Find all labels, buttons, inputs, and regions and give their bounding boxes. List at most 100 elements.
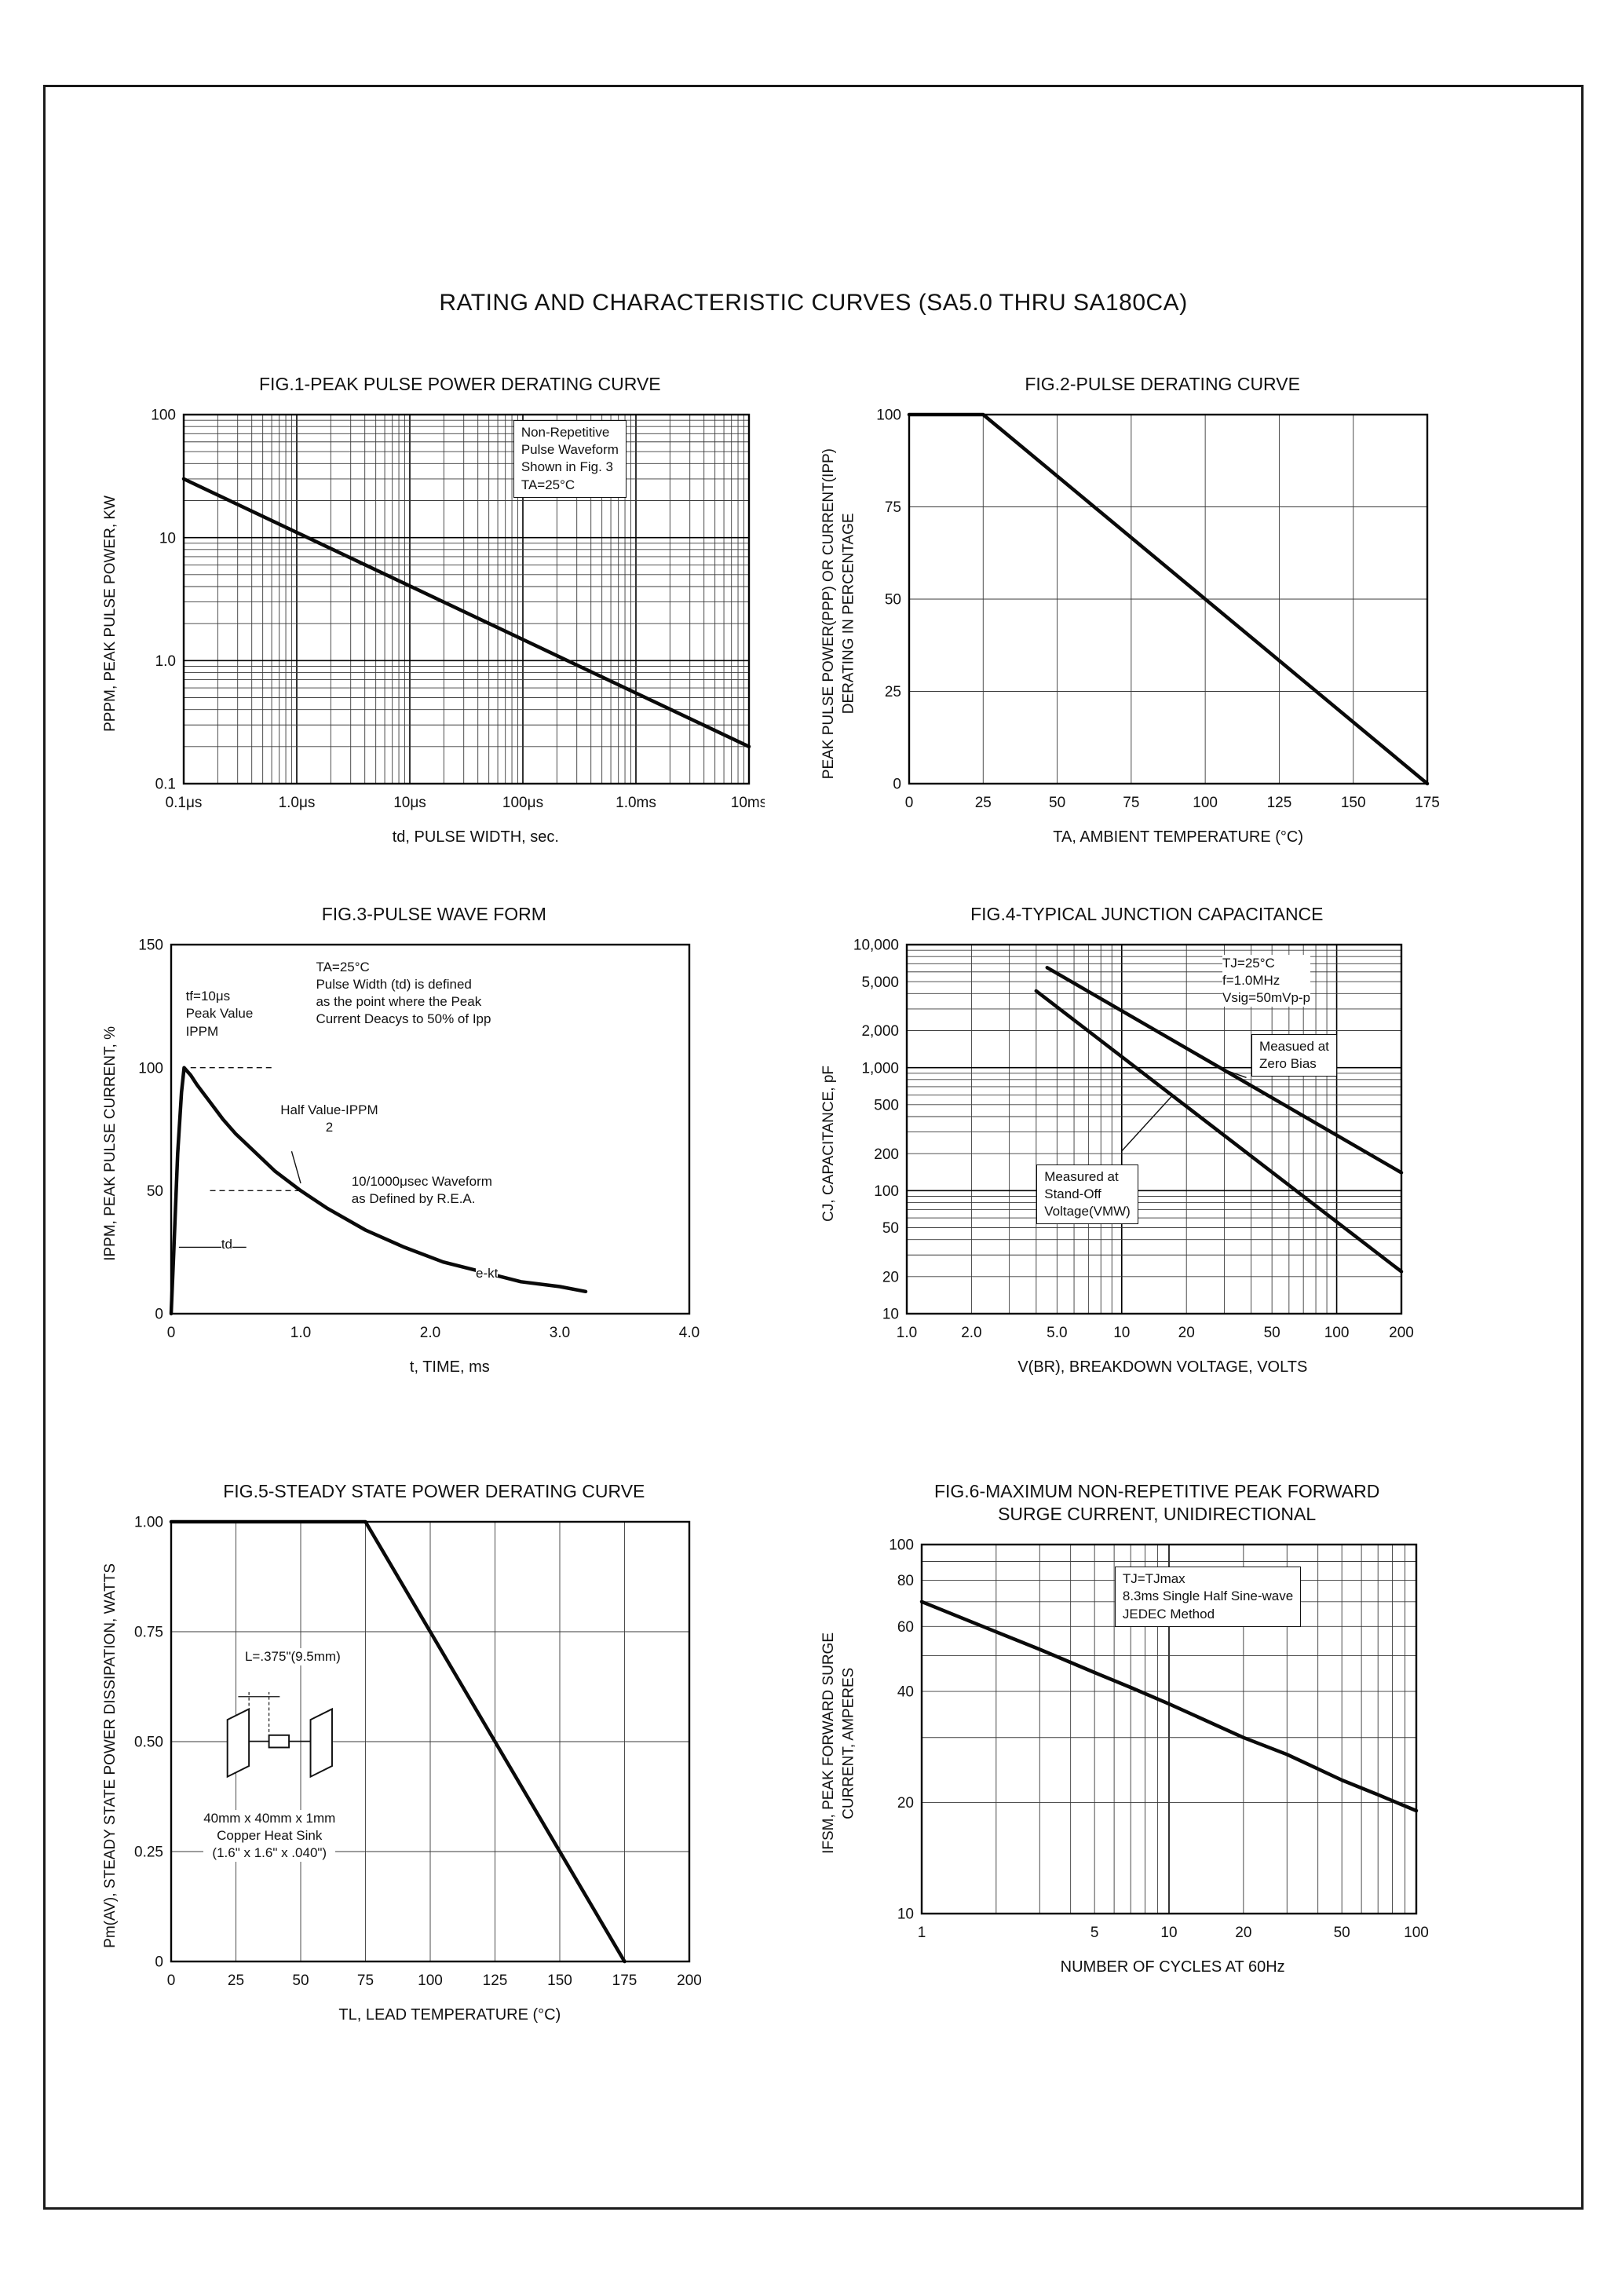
svg-text:0.1: 0.1 bbox=[155, 776, 175, 792]
svg-text:100: 100 bbox=[874, 1183, 899, 1200]
chart-canvas: 1.0 2.0 5.0 10 20 50 100 200 10 20 50 100 200 500 1,00… bbox=[853, 937, 1414, 1341]
svg-text:1.0: 1.0 bbox=[290, 1325, 310, 1341]
svg-text:100: 100 bbox=[151, 407, 176, 423]
svg-text:20: 20 bbox=[882, 1269, 899, 1285]
svg-text:200: 200 bbox=[874, 1146, 899, 1163]
svg-text:175: 175 bbox=[612, 1972, 637, 1989]
svg-text:5: 5 bbox=[1090, 1925, 1099, 1941]
svg-text:1.0ms: 1.0ms bbox=[616, 795, 656, 811]
chart-annotation: td bbox=[221, 1236, 232, 1254]
heat-sink-drawing bbox=[226, 1691, 334, 1779]
svg-text:4.0: 4.0 bbox=[678, 1325, 699, 1341]
svg-text:175: 175 bbox=[1415, 795, 1440, 811]
chart-annotation: tf=10μs Peak Value IPPM bbox=[185, 988, 254, 1040]
svg-text:80: 80 bbox=[897, 1573, 914, 1589]
svg-text:0.50: 0.50 bbox=[134, 1734, 163, 1750]
chart-canvas: 0 25 50 75 100 125 150 175 0 25 50 75 100 bbox=[877, 407, 1441, 811]
figure-3-y-axis-label: IPPM, PEAK PULSE CURRENT, % bbox=[102, 1026, 119, 1261]
figure-2-title: FIG.2-PULSE DERATING CURVE bbox=[1025, 374, 1300, 395]
figure-6-chart: 1 5 10 20 50 100 10 20 40 60 80 100 TJ=TJmax 8.3ms S… bbox=[859, 1534, 1440, 1954]
svg-text:0: 0 bbox=[155, 1954, 163, 1970]
svg-text:100: 100 bbox=[1193, 795, 1218, 811]
svg-text:1: 1 bbox=[918, 1925, 926, 1941]
chart-annotation: Non-Repetitive Pulse Waveform Shown in F… bbox=[513, 420, 627, 498]
svg-text:50: 50 bbox=[1049, 795, 1065, 811]
svg-text:125: 125 bbox=[482, 1972, 507, 1989]
chart-annotation: 10/1000μsec Waveform as Defined by R.E.A… bbox=[351, 1172, 492, 1208]
svg-text:10μs: 10μs bbox=[393, 795, 426, 811]
figure-4-x-axis-label: V(BR), BREAKDOWN VOLTAGE, VOLTS bbox=[1017, 1358, 1308, 1376]
svg-text:1.0: 1.0 bbox=[896, 1325, 916, 1341]
chart-annotation: Measured at Stand-Off Voltage(VMW) bbox=[1036, 1164, 1138, 1225]
svg-text:100: 100 bbox=[877, 407, 902, 423]
svg-text:50: 50 bbox=[1263, 1325, 1280, 1341]
svg-text:10: 10 bbox=[159, 530, 176, 547]
svg-text:75: 75 bbox=[885, 499, 901, 516]
chart-annotation: TA=25°C Pulse Width (td) is defined as t… bbox=[316, 958, 491, 1029]
svg-text:0.75: 0.75 bbox=[134, 1624, 163, 1640]
svg-text:20: 20 bbox=[1236, 1925, 1252, 1941]
svg-text:25: 25 bbox=[975, 795, 992, 811]
svg-text:2,000: 2,000 bbox=[861, 1023, 899, 1040]
svg-text:1.00: 1.00 bbox=[134, 1514, 163, 1530]
figure-5-y-axis-label: Pm(AV), STEADY STATE POWER DISSIPATION, … bbox=[102, 1563, 119, 1949]
figure-1-y-axis-label: PPPM, PEAK PULSE POWER, KW bbox=[102, 495, 119, 732]
figure-5-chart: 0 25 50 75 100 125 150 175 200 0 0.25 0.50 0.75 1.00 bbox=[121, 1511, 713, 2002]
chart-canvas: 1 5 10 20 50 100 10 20 40 60 80 100 bbox=[890, 1537, 1430, 1941]
svg-text:50: 50 bbox=[1334, 1925, 1350, 1941]
svg-text:10: 10 bbox=[882, 1306, 899, 1322]
svg-text:2.0: 2.0 bbox=[419, 1325, 440, 1341]
chart-canvas: 0 1.0 2.0 3.0 4.0 0 50 100 150 bbox=[138, 937, 700, 1341]
figure-3-chart: 0 1.0 2.0 3.0 4.0 0 50 100 150 tf=10μs Peak Value… bbox=[121, 934, 713, 1354]
svg-text:20: 20 bbox=[897, 1795, 914, 1812]
figure-1-x-axis-label: td, PULSE WIDTH, sec. bbox=[392, 828, 559, 846]
svg-text:50: 50 bbox=[882, 1220, 899, 1237]
svg-text:0.25: 0.25 bbox=[134, 1844, 163, 1860]
svg-text:150: 150 bbox=[547, 1972, 572, 1989]
svg-text:150: 150 bbox=[138, 937, 163, 953]
figure-1: FIG.1-PEAK PULSE POWER DERATING CURVE PP… bbox=[100, 358, 767, 846]
svg-text:0: 0 bbox=[155, 1306, 163, 1322]
svg-text:5.0: 5.0 bbox=[1047, 1325, 1067, 1341]
chart-annotation: TJ=25°C f=1.0MHz Vsig=50mVp-p bbox=[1222, 954, 1311, 1007]
svg-text:50: 50 bbox=[147, 1183, 163, 1200]
svg-text:20: 20 bbox=[1178, 1325, 1194, 1341]
svg-text:100: 100 bbox=[890, 1537, 915, 1553]
chart-annotation: TJ=TJmax 8.3ms Single Half Sine-wave JED… bbox=[1114, 1567, 1302, 1627]
svg-text:200: 200 bbox=[1389, 1325, 1414, 1341]
figure-6: FIG.6-MAXIMUM NON-REPETITIVE PEAK FORWAR… bbox=[819, 1465, 1440, 1976]
svg-text:10ms: 10ms bbox=[730, 795, 764, 811]
svg-text:100: 100 bbox=[138, 1060, 163, 1077]
figure-6-x-axis-label: NUMBER OF CYCLES AT 60Hz bbox=[1060, 1958, 1285, 1976]
heat-sink-diagram bbox=[215, 1687, 369, 1799]
svg-text:10: 10 bbox=[897, 1906, 914, 1922]
figure-4-y-axis-label: CJ, CAPACITANCE, pF bbox=[820, 1065, 837, 1222]
svg-text:75: 75 bbox=[1123, 795, 1140, 811]
figure-2-y-axis-label: PEAK PULSE POWER(PPP) OR CURRENT(IPP) DE… bbox=[820, 448, 857, 779]
svg-text:60: 60 bbox=[897, 1618, 914, 1635]
figure-3-title: FIG.3-PULSE WAVE FORM bbox=[321, 904, 546, 925]
svg-text:3.0: 3.0 bbox=[549, 1325, 569, 1341]
figure-2-x-axis-label: TA, AMBIENT TEMPERATURE (°C) bbox=[1053, 828, 1304, 846]
figure-3: FIG.3-PULSE WAVE FORM IPPM, PEAK PULSE C… bbox=[100, 888, 713, 1377]
figure-2-chart: 0 25 50 75 100 125 150 175 0 25 50 75 100 bbox=[859, 404, 1451, 824]
figure-4-chart: 1.0 2.0 5.0 10 20 50 100 200 10 20 50 100 200 500 1,00… bbox=[839, 934, 1420, 1354]
svg-text:125: 125 bbox=[1267, 795, 1292, 811]
page-border-frame: RATING AND CHARACTERISTIC CURVES (SA5.0 … bbox=[43, 85, 1584, 2210]
svg-text:1,000: 1,000 bbox=[861, 1060, 899, 1077]
svg-text:100: 100 bbox=[1404, 1925, 1429, 1941]
svg-text:0: 0 bbox=[166, 1972, 175, 1989]
svg-text:10: 10 bbox=[1113, 1325, 1130, 1341]
svg-text:0: 0 bbox=[893, 776, 902, 792]
chart-annotation: e-kt bbox=[476, 1265, 499, 1283]
page-title: RATING AND CHARACTERISTIC CURVES (SA5.0 … bbox=[439, 290, 1188, 316]
chart-annotation: L=.375"(9.5mm) bbox=[244, 1647, 341, 1665]
svg-text:1.0μs: 1.0μs bbox=[278, 795, 315, 811]
svg-text:10,000: 10,000 bbox=[853, 937, 899, 953]
figure-4: FIG.4-TYPICAL JUNCTION CAPACITANCE CJ, C… bbox=[819, 888, 1420, 1377]
figure-5-title: FIG.5-STEADY STATE POWER DERATING CURVE bbox=[223, 1481, 645, 1502]
svg-text:1.0: 1.0 bbox=[155, 653, 175, 670]
figure-5-x-axis-label: TL, LEAD TEMPERATURE (°C) bbox=[338, 2005, 561, 2024]
svg-text:0.1μs: 0.1μs bbox=[165, 795, 202, 811]
